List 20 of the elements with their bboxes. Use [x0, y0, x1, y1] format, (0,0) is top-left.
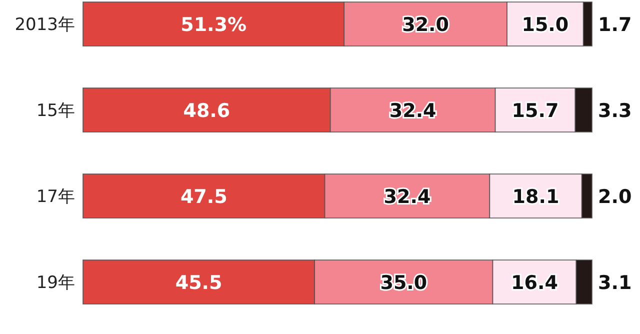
data-label: 32.0: [402, 14, 449, 36]
data-label: 47.5: [180, 186, 228, 208]
data-label: 16.4: [511, 272, 558, 294]
data-label: 15.0: [522, 14, 569, 36]
y-tick-label: 2013年: [14, 15, 75, 35]
y-tick-label: 17年: [36, 187, 75, 207]
data-label: 18.1: [512, 186, 560, 208]
data-label: 1.7: [598, 14, 632, 36]
data-label: 15.7: [512, 100, 559, 122]
data-label: 35.0: [380, 272, 428, 294]
data-label: 48.6: [183, 100, 230, 122]
data-label: 32.4: [384, 186, 431, 208]
data-label: 3.1: [598, 272, 632, 294]
data-label: 51.3%: [180, 14, 247, 36]
data-label: 3.3: [598, 100, 632, 122]
y-tick-label: 19年: [36, 273, 75, 293]
data-label: 45.5: [175, 272, 222, 294]
y-tick-label: 15年: [36, 101, 75, 121]
data-label: 2.0: [598, 186, 632, 208]
data-label: 32.4: [389, 100, 436, 122]
